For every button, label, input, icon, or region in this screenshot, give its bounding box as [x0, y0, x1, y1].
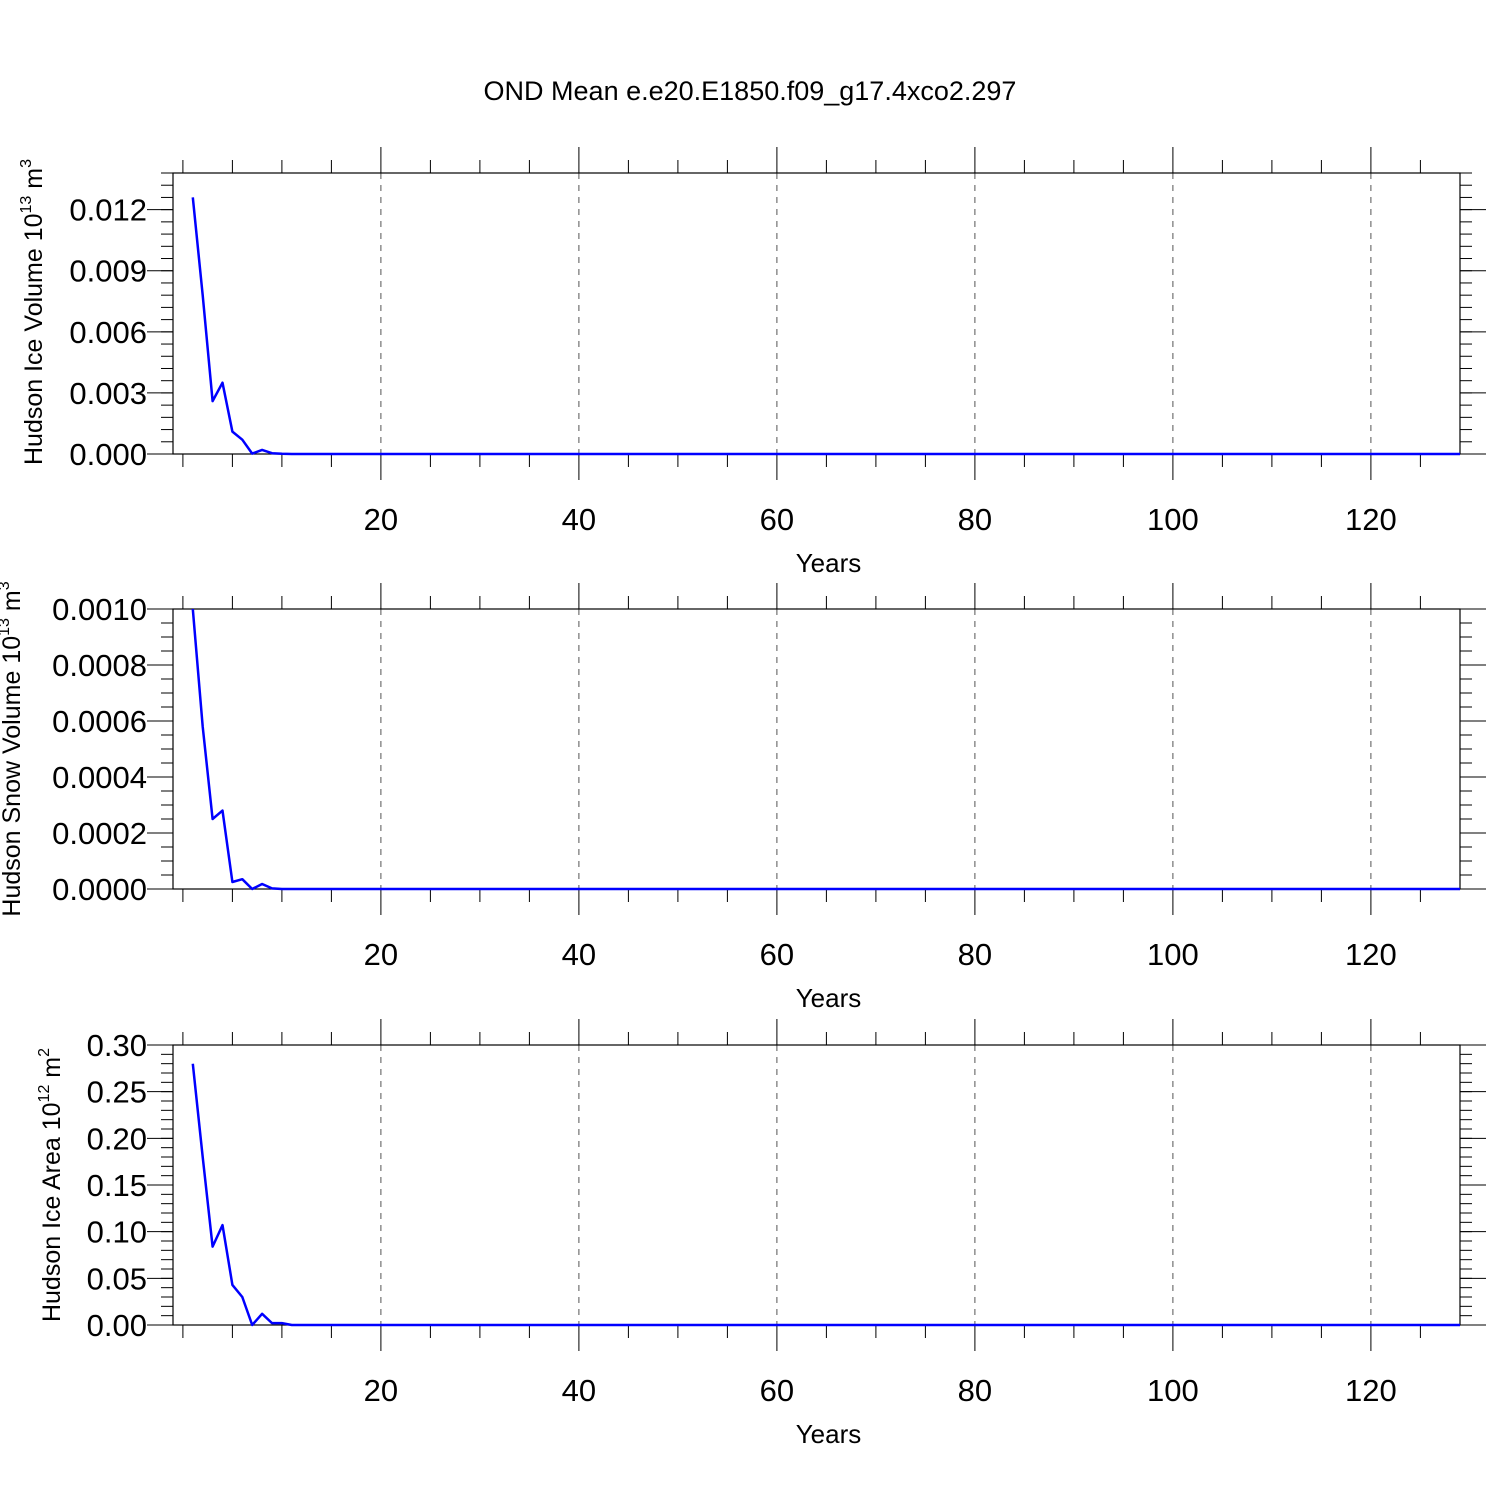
x-tick-label: 100	[1147, 937, 1199, 972]
x-tick-label: 40	[562, 937, 596, 972]
x-tick-label: 60	[760, 937, 794, 972]
x-tick-label: 80	[958, 1373, 992, 1408]
plot-frame	[172, 608, 1461, 890]
y-tick-label: 0.0006	[52, 704, 147, 739]
chart-panel: 20 40 60 80 100 120 0.0000 0.0002 0.0004 0.0006 0.…	[0, 581, 1486, 1013]
plot-frame	[172, 172, 1461, 455]
y-axis-title: Hudson Ice Volume 1013 m3	[18, 159, 48, 465]
y-tick-label: 0.00	[87, 1308, 147, 1343]
x-axis-title: Years	[796, 548, 862, 578]
x-tick-label: 20	[364, 502, 398, 537]
x-tick-label: 80	[958, 502, 992, 537]
x-tick-label: 100	[1147, 1373, 1199, 1408]
y-tick-label: 0.05	[87, 1261, 147, 1296]
plot-frame	[172, 1044, 1461, 1326]
y-axis-title: Hudson Snow Volume 1013 m3	[0, 581, 26, 916]
y-tick-label: 0.0008	[52, 648, 147, 683]
y-tick-label: 0.000	[69, 437, 147, 472]
chart-panel: 20 40 60 80 100 120 0.000 0.003 0.006 0.009 0.012 Y…	[18, 147, 1486, 578]
x-tick-label: 40	[562, 1373, 596, 1408]
x-tick-label: 100	[1147, 502, 1199, 537]
x-tick-label: 60	[760, 502, 794, 537]
y-tick-label: 0.006	[69, 315, 147, 350]
chart-panel: 20 40 60 80 100 120 0.00 0.05 0.10 0.15 0.20 0.25 0.…	[36, 1019, 1486, 1449]
x-axis-title: Years	[796, 1419, 862, 1449]
y-tick-label: 0.30	[87, 1028, 147, 1063]
y-tick-label: 0.20	[87, 1121, 147, 1156]
y-tick-label: 0.0000	[52, 872, 147, 907]
y-tick-label: 0.012	[69, 193, 147, 228]
y-tick-label: 0.10	[87, 1215, 147, 1250]
x-tick-label: 120	[1345, 1373, 1397, 1408]
y-tick-label: 0.0010	[52, 592, 147, 627]
x-tick-label: 20	[364, 937, 398, 972]
x-tick-label: 60	[760, 1373, 794, 1408]
y-tick-label: 0.009	[69, 254, 147, 289]
x-tick-label: 80	[958, 937, 992, 972]
y-axis-title: Hudson Ice Area 1012 m2	[36, 1048, 66, 1322]
x-tick-label: 120	[1345, 502, 1397, 537]
y-tick-label: 0.15	[87, 1168, 147, 1203]
series-line	[191, 197, 1460, 456]
series-line	[191, 1063, 1460, 1327]
chart-title: OND Mean e.e20.E1850.f09_g17.4xco2.297	[484, 76, 1017, 106]
series-line	[191, 608, 1460, 891]
y-tick-label: 0.25	[87, 1075, 147, 1110]
y-tick-label: 0.0004	[52, 760, 147, 795]
x-axis-title: Years	[796, 983, 862, 1013]
y-tick-label: 0.0002	[52, 816, 147, 851]
x-tick-label: 120	[1345, 937, 1397, 972]
x-tick-label: 20	[364, 1373, 398, 1408]
x-tick-label: 40	[562, 502, 596, 537]
y-tick-label: 0.003	[69, 376, 147, 411]
